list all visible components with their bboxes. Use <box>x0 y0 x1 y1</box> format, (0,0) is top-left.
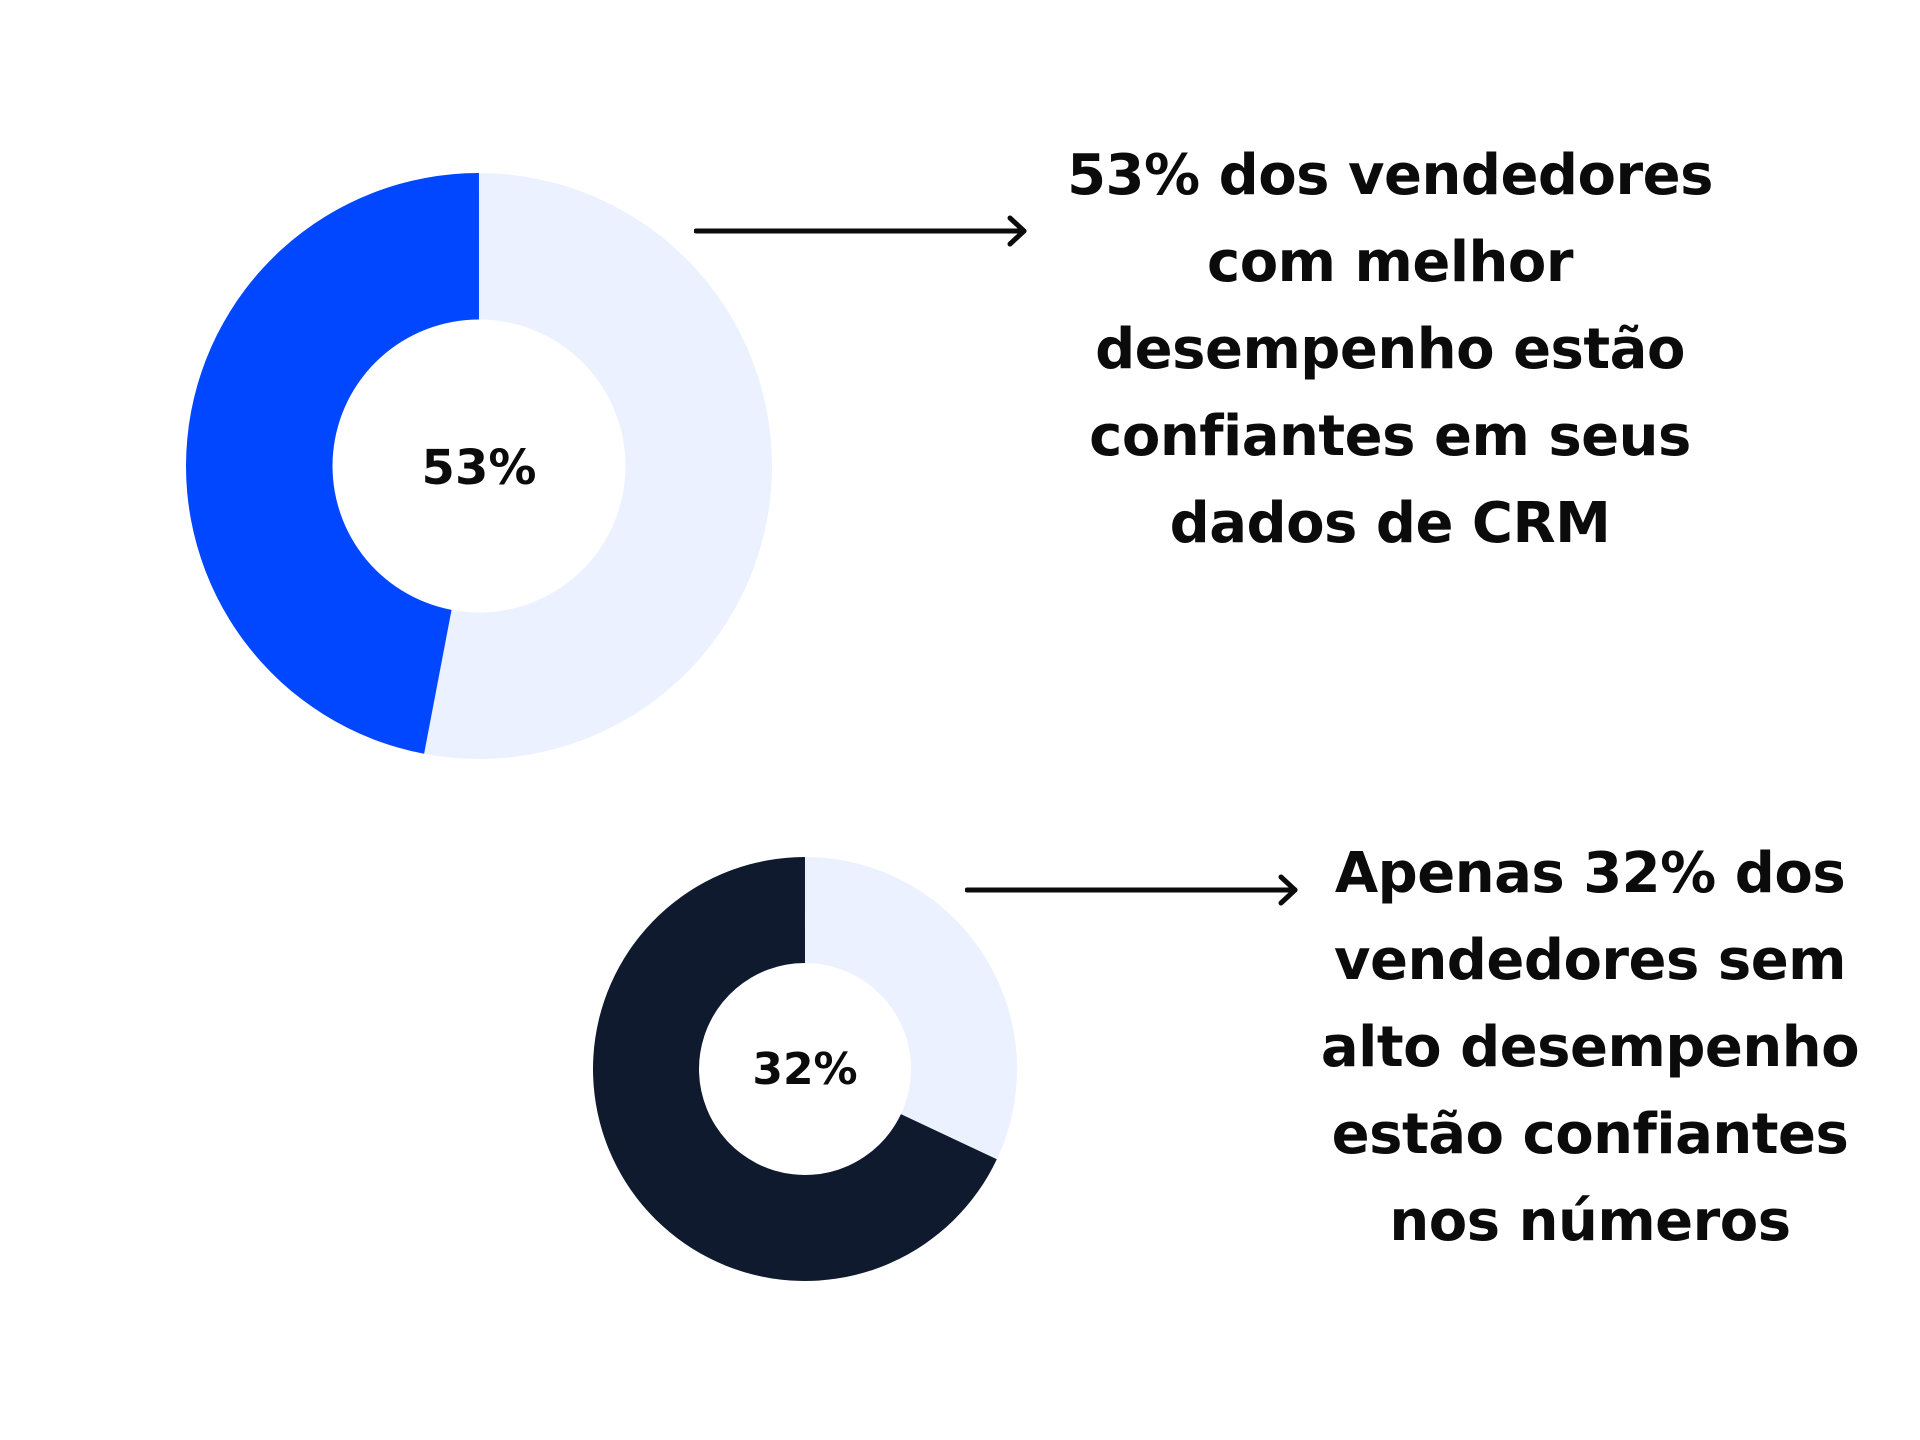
donut-slice-light <box>805 857 1017 1160</box>
donut-slice-blue <box>186 173 479 754</box>
caption-line: com melhor <box>1207 230 1574 295</box>
donut-center-label: 53% <box>422 440 537 496</box>
caption-line: confiantes em seus <box>1089 404 1691 469</box>
caption-line: vendedores sem <box>1333 928 1847 993</box>
caption-line: desempenho estão <box>1095 317 1685 382</box>
donut-slice-navy <box>593 857 997 1281</box>
arrow-right-icon <box>965 874 1298 906</box>
donut-center-label: 32% <box>752 1044 857 1095</box>
caption-line: 53% dos vendedores <box>1067 143 1713 208</box>
caption-top-performers: 53% dos vendedores com melhor desempenho… <box>1030 132 1750 567</box>
caption-line: nos números <box>1389 1189 1791 1254</box>
caption-line: dados de CRM <box>1169 491 1611 556</box>
caption-line: Apenas 32% dos <box>1334 841 1846 906</box>
arrow-right-icon <box>694 215 1027 247</box>
caption-other-sellers: Apenas 32% dos vendedores sem alto desem… <box>1290 830 1890 1265</box>
caption-line: estão confiantes <box>1331 1102 1849 1167</box>
caption-line: alto desempenho <box>1320 1015 1860 1080</box>
donut-slice-light <box>424 173 772 759</box>
donut-chart-32: 32% <box>593 857 1017 1281</box>
donut-chart-53: 53% <box>186 173 772 759</box>
